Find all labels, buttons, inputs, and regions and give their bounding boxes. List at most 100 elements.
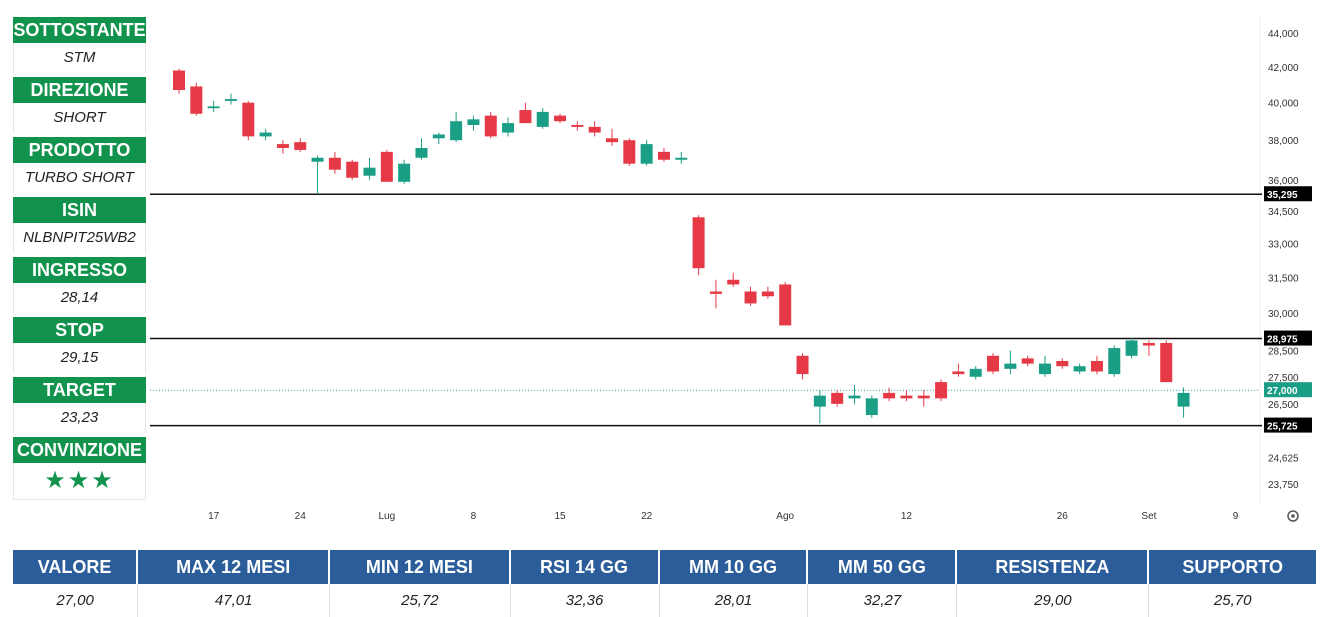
stats-header-cell: MM 10 GG — [659, 550, 809, 584]
candle-down — [1021, 358, 1034, 364]
y-tick-label: 28,500 — [1268, 347, 1299, 358]
candle-up — [415, 147, 428, 158]
candle-down — [173, 70, 185, 91]
candle-down — [623, 140, 636, 164]
candle-up — [813, 395, 826, 407]
panel-label-stop: STOP — [13, 317, 146, 343]
candle-down — [657, 151, 670, 160]
candle-down — [987, 355, 1000, 372]
candle-down — [727, 279, 740, 285]
y-tick-label: 31,500 — [1268, 273, 1299, 284]
candle-down — [606, 138, 618, 143]
stats-header-cell: MM 50 GG — [808, 550, 958, 584]
candle-up — [1073, 366, 1086, 372]
stats-table: VALORE MAX 12 MESI MIN 12 MESI RSI 14 GG MM … — [13, 550, 1316, 617]
x-tick-label: 12 — [901, 511, 913, 522]
candle-down — [588, 126, 601, 133]
candle-up — [675, 157, 688, 160]
candle-up — [502, 123, 515, 133]
y-tick-label: 38,000 — [1268, 136, 1299, 147]
candle-up — [1177, 392, 1190, 407]
candle-up — [259, 132, 272, 137]
panel-label-ingresso: INGRESSO — [13, 257, 146, 283]
panel-value-stop: 29,15 — [13, 343, 146, 373]
candle-down — [242, 102, 255, 137]
price-badge — [1264, 382, 1312, 398]
stats-value-cell: 25,72 — [330, 584, 511, 617]
panel-value-isin: NLBNPIT25WB2 — [13, 223, 146, 253]
panel-label-prodotto: PRODOTTO — [13, 137, 146, 163]
candle-down — [519, 110, 532, 124]
candle-up — [1004, 363, 1017, 369]
y-tick-label: 40,000 — [1268, 99, 1299, 110]
candle-down — [190, 86, 203, 114]
candle-down — [796, 355, 809, 375]
stats-header-cell: VALORE — [13, 550, 139, 584]
candle-down — [744, 291, 757, 304]
stats-value-cell: 28,01 — [660, 584, 809, 617]
candle-down — [554, 115, 567, 122]
y-tick-label: 24,625 — [1268, 454, 1299, 465]
candle-down — [1090, 360, 1103, 372]
candle-down — [692, 217, 705, 269]
gear-icon[interactable] — [1287, 510, 1299, 522]
level-badge-label: 25,725 — [1267, 422, 1298, 433]
candle-down — [779, 284, 792, 326]
candle-up — [1039, 363, 1051, 375]
candle-down — [1160, 342, 1173, 383]
y-tick-label: 42,000 — [1268, 63, 1299, 74]
level-badge — [1264, 186, 1312, 202]
x-tick-label: 26 — [1057, 511, 1069, 522]
x-tick-label: Lug — [378, 511, 395, 522]
candle-down — [709, 291, 722, 294]
x-tick-label: 15 — [554, 511, 566, 522]
panel-value-direzione: SHORT — [13, 103, 146, 133]
y-tick-label: 23,750 — [1268, 480, 1299, 491]
candle-down — [952, 371, 965, 375]
candle-up — [1125, 340, 1138, 356]
candle-up — [398, 163, 411, 182]
candle-up — [450, 121, 463, 141]
candle-down — [328, 157, 341, 170]
y-tick-label: 34,500 — [1268, 207, 1299, 218]
panel-value-target: 23,23 — [13, 403, 146, 433]
x-tick-label: 9 — [1233, 511, 1239, 522]
y-tick-label: 33,000 — [1268, 239, 1299, 250]
candlestick-chart: 44,000 42,000 40,000 38,000 36,000 34,500 33,0… — [150, 16, 1312, 522]
candle-up — [536, 111, 549, 127]
stats-value-cell: 47,01 — [138, 584, 331, 617]
stats-header-cell: MIN 12 MESI — [330, 550, 511, 584]
candle-down — [276, 144, 289, 148]
candle-down — [761, 291, 774, 297]
conviction-stars: ★★★ — [13, 463, 146, 500]
stats-header-cell: SUPPORTO — [1149, 550, 1316, 584]
candle-down — [883, 392, 896, 399]
candle-up — [969, 368, 982, 377]
level-badge-label: 28,975 — [1267, 335, 1298, 346]
candle-up — [363, 167, 376, 176]
stats-header-cell: RSI 14 GG — [510, 550, 660, 584]
stats-header-cell: RESISTENZA — [957, 550, 1150, 584]
panel-value-sottostante: STM — [13, 43, 146, 73]
candle-down — [935, 382, 948, 399]
candle-down — [294, 142, 307, 150]
stats-value-cell: 27,00 — [13, 584, 139, 617]
stats-value-cell: 32,36 — [511, 584, 660, 617]
panel-label-direzione: DIREZIONE — [13, 77, 146, 103]
candle-up — [467, 119, 480, 125]
level-badge — [1264, 417, 1312, 433]
candle-down — [380, 151, 393, 182]
candle-down — [917, 395, 930, 399]
y-tick-label: 36,000 — [1268, 176, 1299, 187]
y-tick-label: 44,000 — [1268, 29, 1299, 40]
stats-header-row: VALORE MAX 12 MESI MIN 12 MESI RSI 14 GG MM … — [13, 550, 1316, 584]
candle-down — [900, 395, 913, 399]
stats-header-cell: MAX 12 MESI — [138, 550, 331, 584]
panel-label-convinzione: CONVINZIONE — [13, 437, 146, 463]
candle-up — [848, 395, 861, 399]
candle-down — [831, 392, 844, 404]
stats-value-cell: 32,27 — [808, 584, 958, 617]
candle-up — [432, 134, 445, 139]
candle-down — [346, 161, 359, 178]
candle-up — [311, 157, 324, 162]
